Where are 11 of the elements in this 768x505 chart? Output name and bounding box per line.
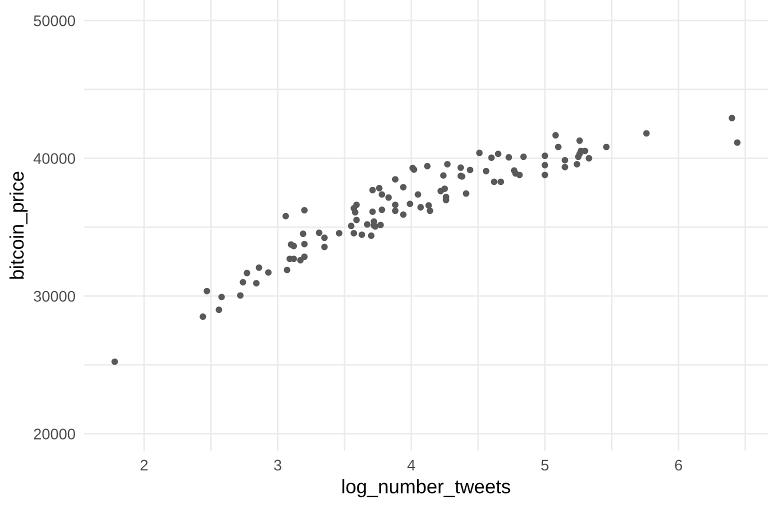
y-tick-label: 50000 bbox=[34, 15, 76, 26]
x-tick-label: 3 bbox=[274, 460, 282, 471]
x-axis-title: log_number_tweets bbox=[342, 479, 510, 498]
x-tick-label: 6 bbox=[675, 460, 682, 471]
y-tick-label: 40000 bbox=[34, 153, 76, 164]
y-tick-label: 30000 bbox=[34, 290, 76, 302]
x-tick-label: 2 bbox=[140, 460, 148, 470]
y-axis-title: bitcoin_price bbox=[10, 172, 28, 279]
y-tick-label: 20000 bbox=[34, 428, 76, 440]
x-tick-label: 5 bbox=[541, 460, 549, 471]
x-tick-label: 4 bbox=[407, 460, 416, 470]
